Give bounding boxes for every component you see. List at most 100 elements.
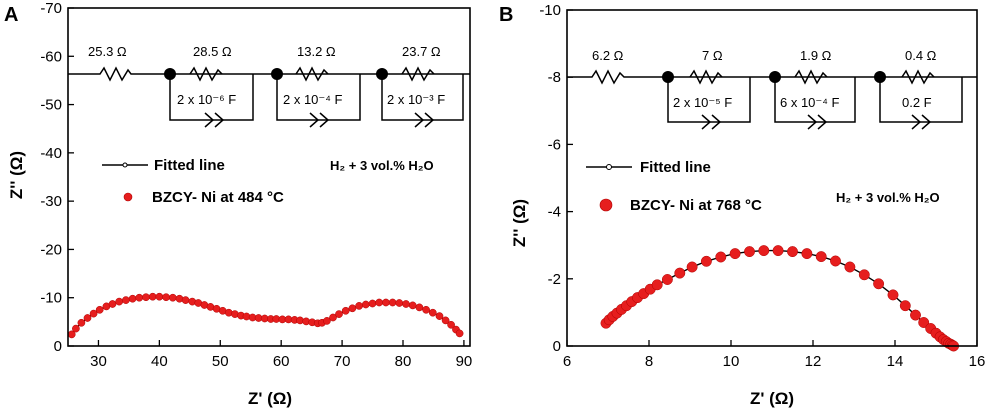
panel-b-legend-data: BZCY- Ni at 768 °C — [630, 197, 762, 214]
panel-a-c2-label: 2 x 10⁻⁴ F — [283, 92, 342, 107]
panel-a-rc1-wire — [169, 74, 254, 121]
panel-b-data-point-23 — [830, 255, 841, 267]
panel-b-x-tick-label-0: 6 — [563, 353, 571, 370]
panel-b-cpe-1 — [701, 114, 722, 130]
panel-b-data-point-10 — [651, 279, 663, 291]
panel-a-cpe-2 — [309, 112, 330, 128]
panel-a-y-tick-label-0: 0 — [54, 338, 62, 355]
panel-b-data-point-29 — [910, 309, 921, 321]
panel-a-data-point-50 — [375, 298, 384, 307]
panel-b-y-tick-label-2: -4 — [548, 204, 561, 221]
panel-a-data-point-16 — [168, 293, 177, 302]
panel-a-r1-label: 28.5 Ω — [193, 44, 232, 59]
panel-b-r3-label: 0.4 Ω — [905, 48, 937, 63]
panel-a: A Z'' (Ω) Z' (Ω) 30 40 50 60 70 80 90 0 -10 -20 -3… — [4, 0, 472, 408]
panel-b-data-point-11 — [661, 274, 673, 285]
panel-a-legend-marker — [123, 192, 133, 202]
panel-b-x-tick-label-2: 10 — [723, 353, 740, 370]
panel-a-data-point-3 — [83, 314, 92, 322]
panel-b-legend-marker — [599, 198, 613, 212]
panel-b-plot-frame — [566, 9, 978, 347]
panel-b-x-tick-label-1: 8 — [645, 353, 653, 370]
panel-b-data-point-20 — [787, 246, 798, 258]
panel-b-data-point-15 — [715, 251, 727, 263]
panel-a-data-point-8 — [115, 297, 124, 306]
panel-a-data-point-47 — [355, 302, 363, 310]
panel-a-data-point-1 — [72, 324, 80, 333]
panel-a-data-point-9 — [122, 296, 130, 304]
panel-b-y-tick-label-5: -10 — [539, 2, 561, 19]
panel-a-data-point-43 — [329, 313, 337, 322]
panel-a-data-point-14 — [155, 292, 164, 301]
panel-a-data-point-61 — [447, 320, 455, 329]
panel-b-condition: H₂ + 3 vol.% H₂O — [836, 190, 940, 205]
panel-a-data-point-2 — [77, 318, 86, 327]
panel-a-y-tick-label-6: -60 — [40, 48, 62, 65]
panel-b-data-points — [600, 245, 960, 352]
panel-b-legend-line-marker — [606, 164, 612, 170]
panel-a-ticks: 30 40 50 60 70 80 90 0 -10 -20 -30 -40 -50 -60 -70 — [40, 0, 472, 370]
panel-b-fitted-line — [605, 249, 954, 347]
panel-a-resistor-3 — [401, 66, 435, 82]
panel-a-x-tick-label-1: 40 — [151, 353, 168, 370]
panel-b-fit-layer — [605, 249, 954, 347]
panel-b-label: B — [499, 4, 513, 26]
panel-a-legend-fit: Fitted line — [154, 157, 225, 174]
panel-b-data-point-28 — [899, 300, 911, 312]
panel-a-resistor-1 — [189, 66, 223, 82]
panel-a-data-point-11 — [135, 293, 144, 302]
panel-a-data-point-59 — [435, 312, 444, 320]
panel-a-c3-label: 2 x 10⁻³ F — [387, 92, 445, 107]
panel-b-cpe-3 — [911, 114, 932, 130]
panel-b-resistor-1 — [689, 69, 723, 85]
panel-b-data-point-14 — [700, 255, 712, 267]
panel-a-data-point-15 — [162, 293, 170, 302]
panel-a-data-point-60 — [441, 316, 450, 325]
panel-b-c2-label: 6 x 10⁻⁴ F — [780, 95, 839, 110]
panel-b-data-point-17 — [744, 246, 755, 258]
panel-b-c3-label: 0.2 F — [902, 95, 932, 110]
panel-a-r2-label: 13.2 Ω — [297, 44, 336, 59]
panel-b-data-point-18 — [758, 245, 770, 257]
panel-b-r1-label: 7 Ω — [702, 48, 723, 63]
panel-b-data-point-13 — [686, 261, 698, 273]
panel-b-data-point-21 — [801, 248, 813, 260]
panel-a-y-tick-label-3: -30 — [40, 193, 62, 210]
panel-a-x-tick-label-4: 70 — [334, 353, 351, 370]
panel-b-node-1 — [662, 71, 674, 83]
panel-a-legend-data: BZCY- Ni at 484 °C — [152, 189, 284, 206]
panel-a-data-point-54 — [402, 300, 410, 308]
panel-b-series-resistance: 6.2 Ω — [592, 48, 624, 63]
panel-b: B Z'' (Ω) Z' (Ω) 6 8 10 12 14 160-2-4-6-8-10 … — [499, 2, 985, 408]
panel-b-cpe-2 — [807, 114, 828, 130]
panel-a-cpe-3 — [414, 112, 435, 128]
panel-a-data-point-48 — [361, 300, 370, 309]
panel-b-y-tick-label-3: -6 — [548, 136, 561, 153]
panel-a-data-point-44 — [335, 310, 343, 318]
panel-b-resistor-3 — [901, 69, 935, 85]
panel-a-data-point-58 — [428, 308, 437, 317]
panel-b-series-wire — [567, 69, 977, 85]
panel-a-x-tick-label-5: 80 — [395, 353, 412, 370]
panel-a-series-wire — [68, 66, 470, 82]
panel-a-y-tick-label-5: -50 — [40, 97, 62, 114]
panel-a-x-axis-label: Z' (Ω) — [248, 389, 292, 408]
panel-a-data-points — [67, 292, 464, 339]
panel-b-y-tick-label-0: 0 — [553, 338, 561, 355]
panel-b-data-point-16 — [729, 248, 741, 260]
panel-a-c1-label: 2 x 10⁻⁶ F — [177, 92, 236, 107]
panel-a-node-3 — [376, 68, 388, 80]
panel-b-c1-label: 2 x 10⁻⁵ F — [673, 95, 732, 110]
panel-a-data-point-42 — [323, 317, 331, 325]
panel-b-x-tick-label-5: 16 — [969, 353, 986, 370]
panel-a-y-tick-label-2: -20 — [40, 241, 62, 258]
panel-a-data-point-46 — [348, 304, 357, 313]
panel-a-y-axis-label: Z'' (Ω) — [7, 151, 26, 199]
panel-a-y-tick-label-4: -40 — [40, 145, 62, 162]
panel-a-data-point-55 — [408, 301, 417, 310]
panel-b-y-tick-label-4: -8 — [548, 69, 561, 86]
panel-b-x-tick-label-4: 14 — [887, 353, 904, 370]
panel-a-cpe-1 — [204, 112, 225, 128]
panel-a-x-tick-label-3: 60 — [273, 353, 290, 370]
panel-a-y-tick-label-7: -70 — [40, 0, 62, 17]
